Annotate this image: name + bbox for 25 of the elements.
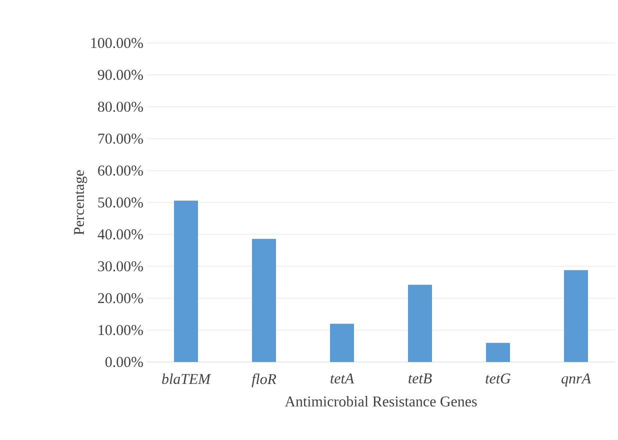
y-tick-label: 100.00% — [91, 38, 143, 48]
x-tick-label: floR — [252, 374, 276, 388]
y-tick-label: 50.00% — [98, 197, 143, 208]
y-tick-label: 60.00% — [98, 166, 143, 176]
y-tick-label: 90.00% — [98, 70, 143, 80]
bar — [564, 270, 588, 362]
x-tick-label: tetB — [408, 374, 432, 384]
bar — [252, 238, 276, 362]
x-axis-title: Antimicrobial Resistance Genes — [284, 396, 477, 407]
bar — [174, 200, 198, 362]
x-tick-label: qnrA — [562, 374, 591, 387]
y-tick-label: 20.00% — [98, 293, 143, 304]
bar — [330, 324, 354, 362]
x-tick-label: tetG — [486, 374, 511, 384]
y-axis-title: Percentage — [74, 170, 88, 235]
bar — [486, 342, 510, 362]
x-tick-label: blaTEM — [162, 374, 212, 384]
y-tick-label: 30.00% — [98, 261, 143, 272]
x-tick-label: tetA — [330, 374, 354, 384]
y-tick-label: 70.00% — [98, 134, 143, 144]
y-tick-label: 80.00% — [98, 102, 143, 112]
y-tick-label: 10.00% — [98, 325, 143, 336]
bar — [408, 284, 432, 362]
y-tick-label: 0.00% — [105, 356, 143, 368]
y-tick-label: 40.00% — [98, 229, 143, 240]
